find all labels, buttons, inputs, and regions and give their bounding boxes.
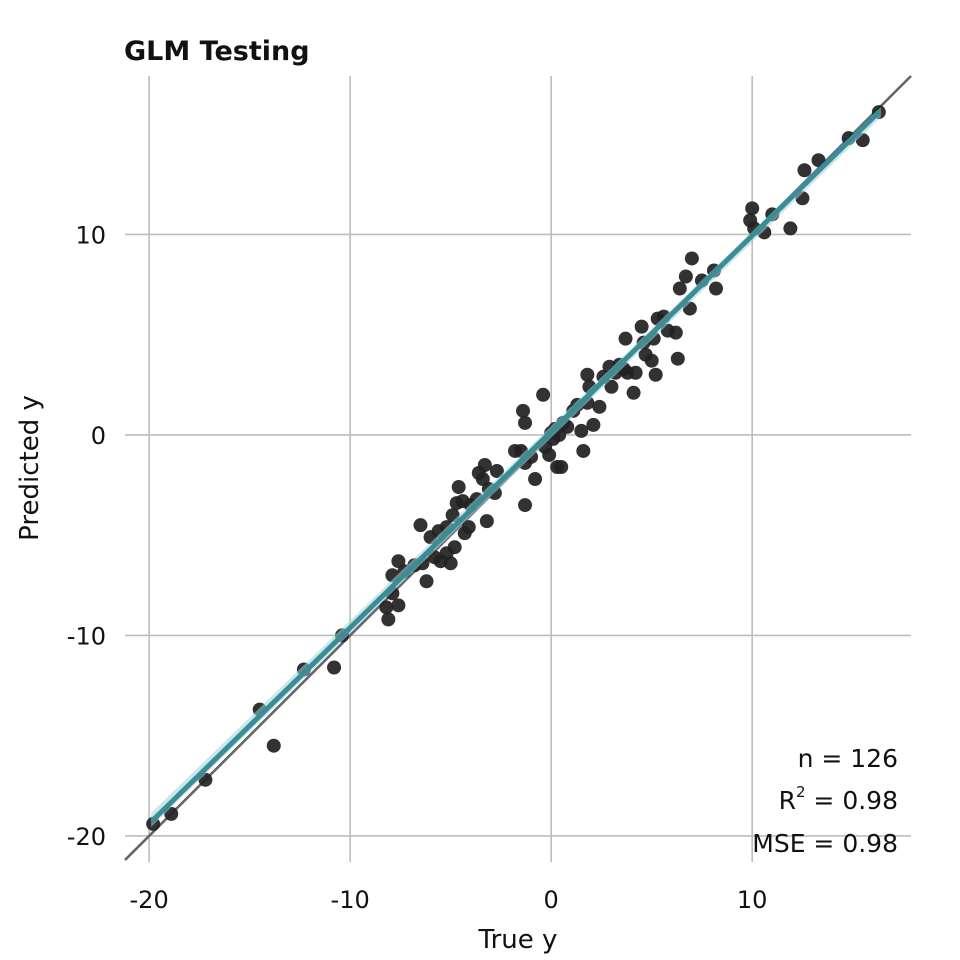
data-point: [479, 514, 494, 529]
data-point: [419, 574, 434, 589]
data-point: [576, 443, 591, 458]
data-point: [783, 221, 798, 236]
data-point: [528, 472, 543, 487]
chart-title: GLM Testing: [124, 36, 310, 67]
fit-line: [150, 109, 882, 823]
n-annotation: n = 126: [798, 744, 898, 773]
y-tick-label: 0: [91, 422, 106, 450]
data-point: [518, 415, 533, 430]
data-point: [618, 331, 633, 346]
data-point: [644, 353, 659, 368]
data-point: [672, 281, 687, 296]
data-point: [811, 153, 826, 168]
data-point: [536, 387, 551, 402]
data-point: [447, 540, 462, 555]
data-point: [451, 480, 466, 495]
data-point: [477, 457, 492, 472]
mse-annotation: MSE = 0.98: [752, 829, 898, 858]
y-tick-label: 10: [75, 221, 106, 249]
x-tick-label: -20: [130, 886, 169, 914]
r2-prefix: R: [779, 786, 796, 815]
data-point: [670, 351, 685, 366]
x-tick-label: -10: [331, 886, 370, 914]
data-point: [379, 600, 394, 615]
data-point: [628, 365, 643, 380]
data-point: [586, 417, 601, 432]
r2-superscript: 2: [796, 783, 806, 801]
data-point: [391, 598, 406, 613]
data-point: [266, 738, 281, 753]
r2-annotation: R2 = 0.98: [779, 783, 898, 815]
data-point: [797, 163, 812, 178]
data-point: [443, 556, 458, 571]
data-point: [604, 379, 619, 394]
fit-line-group: [150, 107, 882, 827]
data-point: [684, 251, 699, 266]
x-tick-label: 10: [737, 886, 768, 914]
data-point: [668, 325, 683, 340]
data-point: [516, 403, 531, 418]
data-point: [626, 385, 641, 400]
data-point: [574, 423, 589, 438]
y-tick-label: -10: [67, 622, 106, 650]
data-point: [709, 281, 724, 296]
data-point: [580, 367, 595, 382]
data-point: [413, 518, 428, 533]
data-point: [648, 367, 663, 382]
y-axis-label: Predicted y: [15, 395, 45, 541]
x-tick-label: 0: [544, 886, 559, 914]
data-point: [592, 399, 607, 414]
data-point: [518, 498, 533, 513]
data-point: [461, 520, 476, 535]
data-point: [745, 201, 760, 216]
data-point: [634, 319, 649, 334]
x-axis-label: True y: [478, 925, 558, 955]
data-point: [381, 612, 396, 627]
data-point: [678, 269, 693, 284]
data-point: [489, 464, 504, 479]
tick-labels: -20 -10 0 10 -20 -10 0 10: [67, 221, 768, 914]
data-point: [542, 447, 557, 462]
data-point: [327, 660, 342, 675]
y-tick-label: -20: [67, 823, 106, 851]
data-point: [554, 459, 569, 474]
r2-value: = 0.98: [805, 786, 898, 815]
